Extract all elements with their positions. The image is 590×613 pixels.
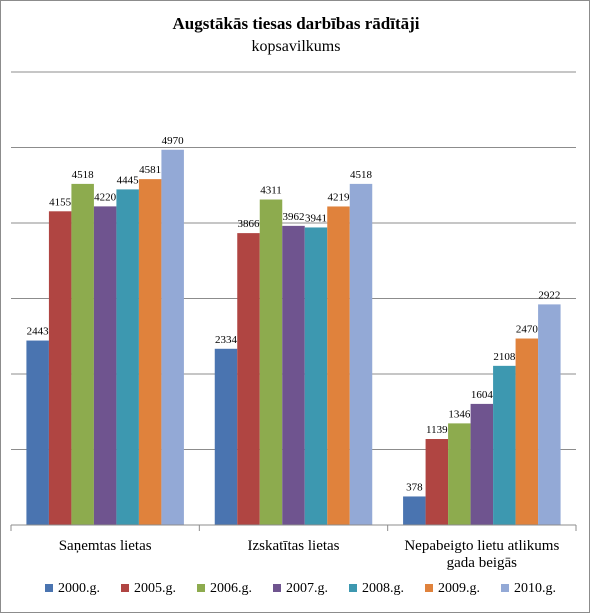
bar xyxy=(493,365,516,525)
legend-item: 2006.g. xyxy=(197,581,252,596)
bar xyxy=(71,183,94,526)
bar xyxy=(403,496,426,525)
bar xyxy=(470,403,494,525)
bar xyxy=(304,227,328,525)
legend-item: 2005.g. xyxy=(121,581,176,596)
legend-swatch xyxy=(273,584,281,592)
legend-label: 2009.g. xyxy=(438,581,480,596)
legend-item: 2009.g. xyxy=(425,581,480,596)
bar xyxy=(237,233,260,525)
legend-label: 2010.g. xyxy=(514,581,556,596)
legend-label: 2008.g. xyxy=(362,581,404,596)
bar-value-label: 4311 xyxy=(260,185,282,197)
bar-value-label: 1604 xyxy=(471,389,494,401)
bar xyxy=(93,206,117,525)
x-tick-label: Saņemtas lietas xyxy=(59,538,152,554)
legend-label: 2000.g. xyxy=(58,581,100,596)
bar xyxy=(425,439,449,525)
bar xyxy=(26,340,49,525)
bar-value-label: 4219 xyxy=(328,191,351,203)
bar-value-label: 3962 xyxy=(283,211,305,223)
bar xyxy=(515,338,539,525)
legend-item: 2008.g. xyxy=(349,581,404,596)
bar-value-label: 2922 xyxy=(538,289,560,301)
chart-title: Augstākās tiesas darbības rādītāji xyxy=(172,14,419,33)
bar-value-label: 2470 xyxy=(516,324,539,336)
chart-subtitle: kopsavilkums xyxy=(252,38,341,55)
bar-value-label: 4518 xyxy=(72,169,95,181)
bar xyxy=(138,179,162,525)
bar-value-label: 4155 xyxy=(49,196,72,208)
bar xyxy=(349,183,373,526)
bar xyxy=(214,348,238,525)
bar xyxy=(448,423,471,525)
legend-item: 2000.g. xyxy=(45,581,100,596)
bar xyxy=(282,225,305,525)
bar-value-label: 4518 xyxy=(350,169,373,181)
bar-value-label: 4445 xyxy=(117,174,140,186)
x-tick-label: Nepabeigto lietu atlikums gada beigās xyxy=(404,538,559,571)
bar xyxy=(48,211,72,526)
x-tick-label: Izskatītas lietas xyxy=(247,538,339,554)
legend: 2000.g. 2005.g. 2006.g. 2007.g. 2008.g. 2009.… xyxy=(45,581,556,596)
category-axis: Saņemtas lietas Izskatītas lietas Nepabeig… xyxy=(10,524,577,571)
bar-value-label: 2108 xyxy=(493,351,516,363)
legend-label: 2005.g. xyxy=(134,581,176,596)
bar-value-label: 3866 xyxy=(238,218,261,230)
bar-value-label: 1139 xyxy=(426,424,448,436)
bar-value-label: 378 xyxy=(406,481,423,493)
bars xyxy=(26,149,561,526)
legend-item: 2007.g. xyxy=(273,581,328,596)
legend-swatch xyxy=(45,584,53,592)
bar-value-label: 4220 xyxy=(94,191,117,203)
legend-label: 2006.g. xyxy=(210,581,252,596)
legend-swatch xyxy=(349,584,357,592)
bar-value-label: 1346 xyxy=(448,408,471,420)
legend-item: 2010.g. xyxy=(501,581,556,596)
bar xyxy=(259,199,283,525)
legend-swatch xyxy=(425,584,433,592)
bar-value-label: 4970 xyxy=(162,135,185,147)
bar-value-label: 2443 xyxy=(27,326,50,338)
bar xyxy=(116,189,139,525)
legend-swatch xyxy=(197,584,205,592)
legend-swatch xyxy=(121,584,129,592)
bar xyxy=(538,304,561,525)
bar-value-label: 4581 xyxy=(139,164,161,176)
bar-value-label: 2334 xyxy=(215,334,238,346)
legend-label: 2007.g. xyxy=(286,581,328,596)
bar xyxy=(327,206,350,525)
legend-swatch xyxy=(501,584,509,592)
bar xyxy=(161,149,184,525)
bar-value-label: 3941 xyxy=(305,212,327,224)
